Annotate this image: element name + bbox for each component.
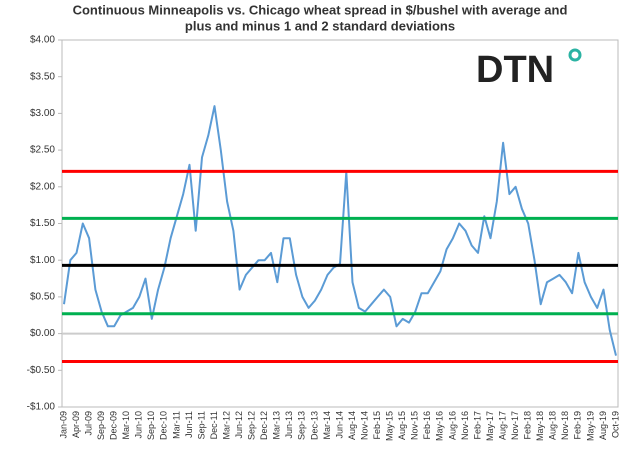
- logo: DTN: [476, 49, 554, 91]
- data-line: [63, 105, 617, 356]
- y-tick-label: $0.00: [30, 328, 55, 339]
- x-tick-label: Nov-14: [359, 411, 369, 440]
- y-tick-label: $4.00: [30, 35, 55, 46]
- x-tick-label: Aug-15: [397, 411, 407, 440]
- x-tick-label: Mar-11: [171, 411, 181, 439]
- x-tick-label: Dec-11: [209, 411, 219, 439]
- x-tick-label: Feb-19: [573, 411, 583, 440]
- x-tick-label: Jun-10: [134, 411, 144, 439]
- y-tick-label: -$1.00: [27, 402, 56, 413]
- x-tick-label: Mar-13: [272, 411, 282, 440]
- x-tick-label: Sep-09: [96, 411, 106, 440]
- x-tick-label: Aug-18: [548, 411, 558, 440]
- x-tick-label: Aug-14: [347, 411, 357, 440]
- x-tick-label: Sep-10: [146, 411, 156, 440]
- x-tick-label: Jan-09: [58, 411, 68, 439]
- x-tick-label: Nov-17: [510, 411, 520, 440]
- x-tick-label: Jul-09: [83, 411, 93, 436]
- x-tick-label: Jun-11: [184, 411, 194, 438]
- x-tick-label: Nov-18: [560, 411, 570, 440]
- x-tick-label: Aug-19: [598, 411, 608, 440]
- x-tick-label: Sep-13: [297, 411, 307, 440]
- y-tick-label: -$0.50: [27, 365, 56, 376]
- x-tick-label: May-15: [385, 411, 395, 441]
- logo-dot: [568, 48, 582, 62]
- x-tick-label: May-18: [535, 411, 545, 441]
- x-tick-label: Aug-16: [447, 411, 457, 440]
- x-tick-label: May-17: [485, 411, 495, 441]
- y-tick-label: $3.00: [30, 108, 55, 119]
- x-tick-label: Feb-17: [472, 411, 482, 440]
- chart-title: Continuous Minneapolis vs. Chicago wheat…: [73, 2, 568, 17]
- x-tick-label: Dec-09: [109, 411, 119, 440]
- y-tick-label: $2.50: [30, 145, 55, 156]
- x-tick-label: May-16: [435, 411, 445, 441]
- x-tick-label: Jun-13: [284, 411, 294, 439]
- y-tick-label: $3.50: [30, 71, 55, 82]
- x-tick-label: Apr-09: [71, 411, 81, 438]
- chart-title: plus and minus 1 and 2 standard deviatio…: [185, 18, 455, 33]
- x-tick-label: Jun-14: [334, 411, 344, 439]
- x-tick-label: Feb-15: [372, 411, 382, 440]
- x-tick-label: Dec-12: [259, 411, 269, 440]
- x-tick-label: May-19: [585, 411, 595, 441]
- y-tick-label: $1.00: [30, 255, 55, 266]
- x-tick-label: Sep-12: [247, 411, 257, 440]
- x-tick-label: Mar-12: [221, 411, 231, 440]
- x-tick-label: Feb-16: [422, 411, 432, 440]
- x-tick-label: Dec-10: [159, 411, 169, 440]
- x-tick-label: Nov-16: [460, 411, 470, 440]
- y-tick-label: $2.00: [30, 181, 55, 192]
- x-tick-label: Feb-18: [523, 411, 533, 440]
- x-tick-label: Aug-17: [497, 411, 507, 440]
- x-tick-label: Mar-10: [121, 411, 131, 440]
- x-tick-label: Nov-15: [410, 411, 420, 440]
- x-tick-label: Jun-12: [234, 411, 244, 439]
- x-tick-label: Mar-14: [322, 411, 332, 440]
- x-tick-label: Dec-13: [309, 411, 319, 440]
- y-tick-label: $1.50: [30, 218, 55, 229]
- x-tick-label: Oct-19: [610, 411, 620, 438]
- y-tick-label: $0.50: [30, 292, 55, 303]
- plot-area: [61, 39, 619, 408]
- x-tick-label: Sep-11: [196, 411, 206, 439]
